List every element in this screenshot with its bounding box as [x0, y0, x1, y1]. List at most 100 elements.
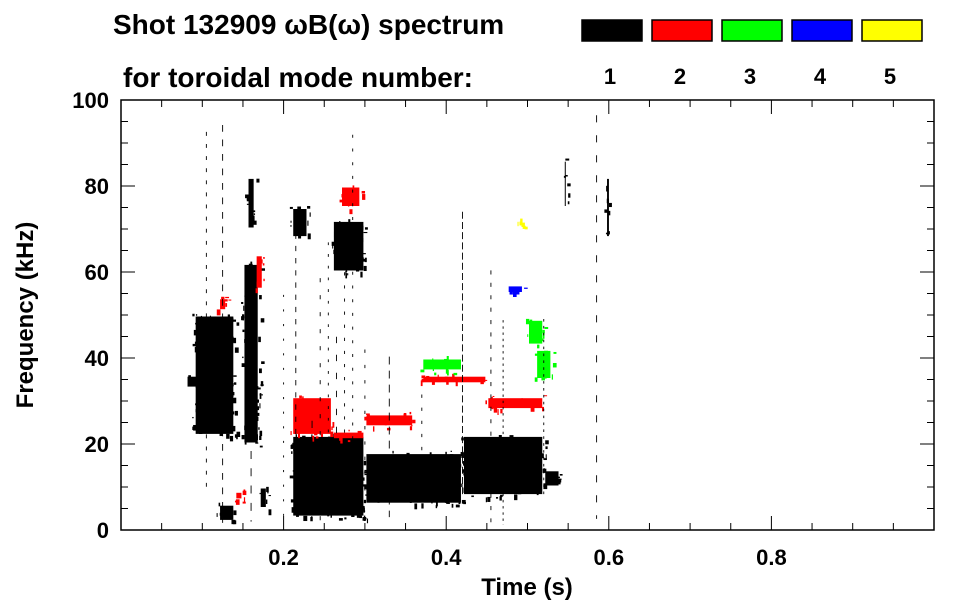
mode-1-speck — [265, 499, 268, 505]
mode-3-speck — [541, 356, 544, 359]
mode-2-speck — [225, 296, 230, 299]
mode-1-speck — [190, 377, 194, 383]
mode-1-speck — [213, 336, 218, 343]
mode-1-speck — [246, 203, 249, 205]
mode-1-speck — [359, 497, 362, 501]
mode-1-speck — [320, 442, 325, 449]
mode-3-speck — [542, 329, 545, 334]
mode-3-speck — [432, 358, 434, 362]
mode-1-speck — [471, 438, 473, 443]
mode-1-speck — [411, 493, 415, 496]
mode-1-speck — [605, 232, 610, 235]
mode-1-speck — [361, 477, 365, 481]
mode-1-speck — [463, 487, 466, 493]
mode-1-speck — [218, 325, 222, 331]
mode-1-speck — [249, 341, 252, 344]
mode-1-speck — [497, 449, 499, 451]
mode-1-speck — [471, 495, 474, 498]
mode-2-speck — [426, 375, 430, 380]
mode-1-speck — [252, 336, 256, 340]
mode-1-speck — [202, 363, 207, 367]
mode-1-speck — [486, 461, 491, 465]
mode-1-speck — [447, 502, 450, 504]
mode-2-speck — [446, 380, 449, 385]
mode-1-speck — [353, 223, 356, 226]
mode-1-speck — [198, 350, 203, 353]
mode-1-speck — [384, 454, 389, 459]
mode-1-speck — [363, 253, 366, 255]
mode-1-region — [289, 205, 311, 240]
mode-1-speck — [319, 451, 324, 455]
mode-1-speck — [532, 465, 536, 467]
mode-1-speck — [536, 469, 539, 476]
mode-2-region — [333, 429, 364, 444]
mode-1-speck — [336, 484, 341, 491]
mode-1-speck — [224, 376, 228, 382]
mode-1-speck — [467, 457, 472, 464]
mode-1-speck — [229, 435, 234, 442]
mode-1-speck — [206, 401, 211, 404]
mode-1-speck — [353, 463, 356, 467]
mode-1-speck — [326, 507, 330, 510]
mode-1-speck — [245, 194, 249, 199]
mode-2-speck — [341, 194, 343, 198]
mode-1-speck — [195, 314, 198, 316]
mode-1-speck — [363, 510, 366, 513]
mode-2-speck — [320, 399, 324, 403]
mode-2-speck — [311, 415, 316, 418]
mode-2-core — [342, 187, 360, 206]
mode-1-speck — [557, 478, 562, 481]
mode-1-speck — [513, 469, 516, 474]
mode-1-speck — [214, 382, 218, 385]
mode-2-speck — [384, 423, 387, 426]
mode-1-speck — [199, 327, 204, 333]
mode-1-speck — [327, 511, 330, 517]
mode-3-speck — [432, 362, 437, 365]
mode-1-speck — [424, 464, 429, 468]
mode-1-speck — [255, 399, 258, 403]
mode-1-speck — [440, 480, 443, 486]
mode-1-speck — [353, 469, 355, 475]
mode-2-speck — [318, 404, 323, 407]
mode-1-speck — [299, 223, 301, 227]
mode-1-speck — [361, 238, 364, 243]
mode-3-speck — [445, 367, 449, 374]
mode-1-speck — [228, 386, 232, 388]
mode-1-speck — [234, 434, 238, 438]
mode-3-speck — [444, 358, 448, 363]
mode-1-speck — [484, 471, 487, 476]
mode-1-speck — [347, 273, 349, 276]
mode-1-speck — [313, 460, 317, 466]
mode-1-speck — [511, 439, 514, 443]
mode-2-speck — [480, 380, 484, 385]
mode-1-speck — [399, 467, 402, 470]
legend-label-4: 4 — [814, 64, 827, 89]
mode-1-speck — [241, 363, 245, 368]
mode-1-speck — [222, 409, 227, 413]
mode-1-speck — [258, 427, 260, 430]
mode-1-speck — [338, 487, 340, 490]
mode-2-speck — [297, 427, 301, 432]
mode-1-speck — [259, 403, 261, 409]
mode-1-speck — [509, 479, 511, 484]
mode-1-speck — [533, 477, 538, 482]
mode-1-speck — [415, 457, 417, 461]
mode-2-speck — [294, 403, 299, 406]
mode-2-speck — [354, 197, 357, 203]
mode-1-speck — [371, 468, 376, 475]
mode-1-speck — [207, 397, 211, 404]
mode-1-speck — [435, 505, 438, 509]
mode-1-speck — [312, 489, 316, 493]
mode-2-speck — [372, 426, 375, 432]
mode-2-speck — [437, 374, 439, 379]
mode-2-speck — [339, 435, 343, 441]
mode-1-speck — [355, 446, 360, 451]
mode-1-speck — [502, 485, 504, 488]
mode-1-speck — [197, 414, 201, 421]
mode-1-speck — [234, 410, 238, 416]
mode-1-speck — [438, 459, 441, 466]
mode-1-speck — [292, 470, 296, 472]
legend-label-2: 2 — [674, 64, 686, 89]
mode-1-speck — [335, 471, 338, 477]
mode-1-speck — [216, 406, 219, 410]
